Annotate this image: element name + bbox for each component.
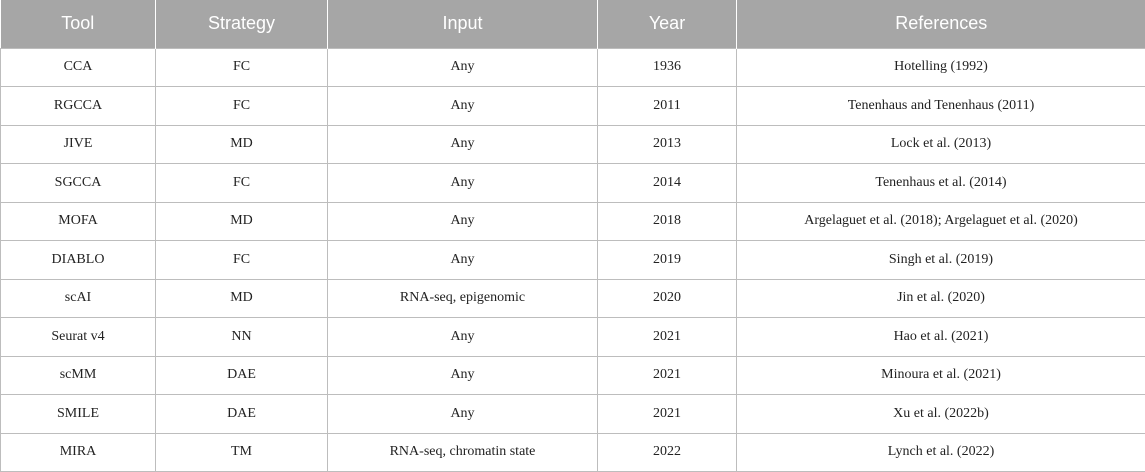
cell-references: Minoura et al. (2021) xyxy=(736,355,1145,395)
cell-references: Tenenhaus and Tenenhaus (2011) xyxy=(736,86,1145,126)
cell-year: 2022 xyxy=(597,432,737,472)
cell-references: Xu et al. (2022b) xyxy=(736,394,1145,434)
cell-input: Any xyxy=(327,163,598,203)
cell-strategy: FC xyxy=(155,163,328,203)
header-references: References xyxy=(736,0,1145,48)
cell-tool: RGCCA xyxy=(0,86,156,126)
table-row: CCA FC Any 1936 Hotelling (1992) xyxy=(0,47,1145,87)
cell-year: 2019 xyxy=(597,240,737,280)
cell-year: 2011 xyxy=(597,86,737,126)
cell-strategy: FC xyxy=(155,240,328,280)
cell-references: Jin et al. (2020) xyxy=(736,278,1145,318)
table-row: JIVE MD Any 2013 Lock et al. (2013) xyxy=(0,124,1145,164)
cell-input: Any xyxy=(327,394,598,434)
table-row: Seurat v4 NN Any 2021 Hao et al. (2021) xyxy=(0,317,1145,357)
cell-strategy: MD xyxy=(155,201,328,241)
cell-input: RNA-seq, epigenomic xyxy=(327,278,598,318)
cell-input: Any xyxy=(327,201,598,241)
cell-references: Hao et al. (2021) xyxy=(736,317,1145,357)
cell-strategy: MD xyxy=(155,278,328,318)
cell-input: Any xyxy=(327,240,598,280)
table-row: MOFA MD Any 2018 Argelaguet et al. (2018… xyxy=(0,201,1145,241)
table-row: SMILE DAE Any 2021 Xu et al. (2022b) xyxy=(0,394,1145,434)
cell-tool: MOFA xyxy=(0,201,156,241)
cell-references: Tenenhaus et al. (2014) xyxy=(736,163,1145,203)
table-header: Tool Strategy Input Year References xyxy=(0,0,1145,48)
table-row: SGCCA FC Any 2014 Tenenhaus et al. (2014… xyxy=(0,163,1145,203)
cell-tool: SGCCA xyxy=(0,163,156,203)
cell-tool: JIVE xyxy=(0,124,156,164)
header-input: Input xyxy=(327,0,598,48)
header-strategy: Strategy xyxy=(155,0,328,48)
table-row: scAI MD RNA-seq, epigenomic 2020 Jin et … xyxy=(0,278,1145,318)
cell-strategy: FC xyxy=(155,47,328,87)
header-tool: Tool xyxy=(61,13,95,34)
cell-strategy: NN xyxy=(155,317,328,357)
cell-strategy: MD xyxy=(155,124,328,164)
cell-references: Hotelling (1992) xyxy=(736,47,1145,87)
cell-references: Lynch et al. (2022) xyxy=(736,432,1145,472)
cell-input: Any xyxy=(327,86,598,126)
cell-input: Any xyxy=(327,47,598,87)
cell-tool: DIABLO xyxy=(0,240,156,280)
cell-references: Lock et al. (2013) xyxy=(736,124,1145,164)
cell-year: 2021 xyxy=(597,355,737,395)
cell-references: Argelaguet et al. (2018); Argelaguet et … xyxy=(736,201,1145,241)
cell-tool: scMM xyxy=(0,355,156,395)
header-year: Year xyxy=(597,0,737,48)
cell-tool: Seurat v4 xyxy=(0,317,156,357)
cell-input: Any xyxy=(327,124,598,164)
cell-year: 2014 xyxy=(597,163,737,203)
cell-year: 2021 xyxy=(597,394,737,434)
cell-tool: CCA xyxy=(0,47,156,87)
table-row: RGCCA FC Any 2011 Tenenhaus and Tenenhau… xyxy=(0,86,1145,126)
cell-tool: MIRA xyxy=(0,432,156,472)
cell-references: Singh et al. (2019) xyxy=(736,240,1145,280)
cell-input: Any xyxy=(327,317,598,357)
cell-year: 1936 xyxy=(597,47,737,87)
header-row: Tool Strategy Input Year References xyxy=(0,0,1145,48)
cell-strategy: DAE xyxy=(155,394,328,434)
cell-strategy: TM xyxy=(155,432,328,472)
cell-year: 2018 xyxy=(597,201,737,241)
table-body: CCA FC Any 1936 Hotelling (1992) RGCCA F… xyxy=(0,47,1145,472)
cell-tool: scAI xyxy=(0,278,156,318)
cell-year: 2013 xyxy=(597,124,737,164)
table-row: MIRA TM RNA-seq, chromatin state 2022 Ly… xyxy=(0,432,1145,472)
table-row: DIABLO FC Any 2019 Singh et al. (2019) xyxy=(0,240,1145,280)
cell-year: 2020 xyxy=(597,278,737,318)
table-row: scMM DAE Any 2021 Minoura et al. (2021) xyxy=(0,355,1145,395)
cell-year: 2021 xyxy=(597,317,737,357)
cell-strategy: DAE xyxy=(155,355,328,395)
cell-input: Any xyxy=(327,355,598,395)
cell-tool: SMILE xyxy=(0,394,156,434)
cell-input: RNA-seq, chromatin state xyxy=(327,432,598,472)
cell-strategy: FC xyxy=(155,86,328,126)
